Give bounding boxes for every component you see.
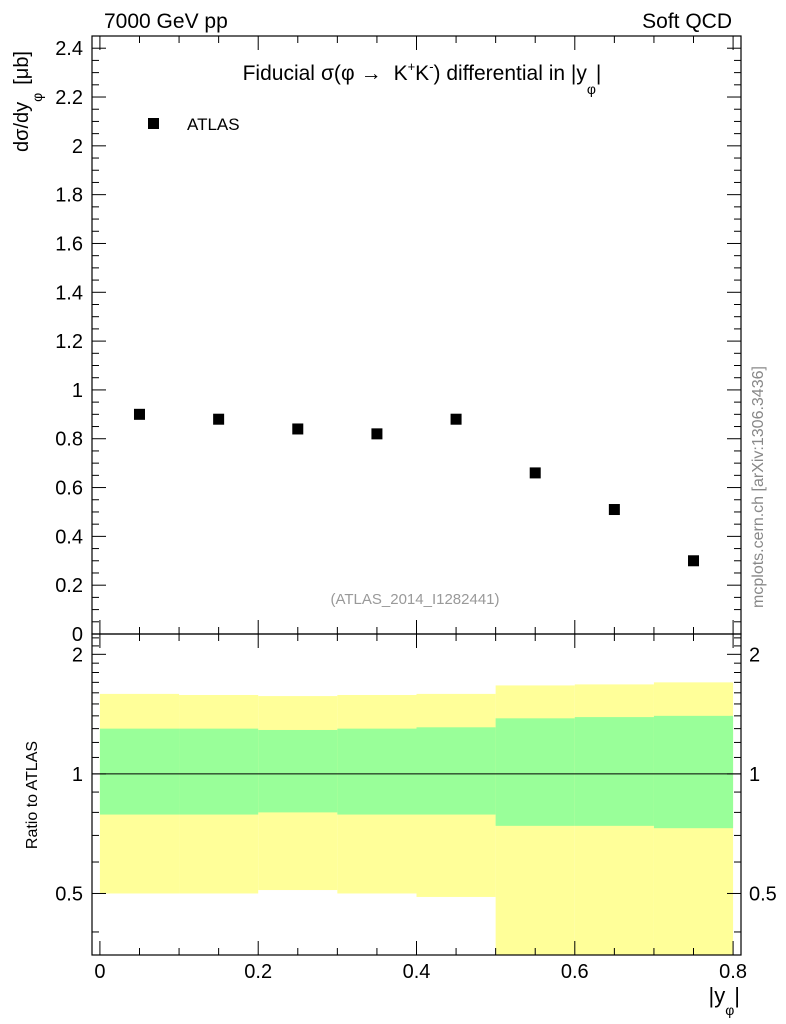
main-axis-ticks bbox=[92, 35, 741, 635]
ratio-y-tick-label: 0.5 bbox=[55, 883, 83, 905]
header-left: 7000 GeV pp bbox=[104, 10, 228, 33]
band-stat bbox=[574, 717, 654, 826]
side-label: mcplots.cern.ch [arXiv:1306.3436] bbox=[750, 366, 767, 608]
main-y-tick-label: 2 bbox=[72, 136, 83, 158]
data-point bbox=[688, 555, 700, 567]
data-point bbox=[371, 428, 383, 440]
data-point bbox=[133, 408, 145, 420]
ratio-y-tick-label: 2 bbox=[72, 644, 83, 666]
header-right: Soft QCD bbox=[642, 10, 732, 33]
ratio-y-tick-label-right: 0.5 bbox=[749, 883, 777, 905]
main-y-tick-label: 1.6 bbox=[55, 233, 83, 255]
ratio-y-label: Ratio to ATLAS bbox=[24, 741, 41, 849]
main-y-tick-label: 1.4 bbox=[55, 282, 83, 304]
ratio-x-tick-labels: 0 0.2 0.4 0.6 0.8 bbox=[94, 961, 747, 983]
band-stat bbox=[653, 715, 734, 829]
ratio-x-tick-label: 0.8 bbox=[719, 961, 747, 983]
band-stat bbox=[495, 718, 575, 826]
main-y-tick-label: 0.6 bbox=[55, 478, 83, 500]
band-stat bbox=[337, 728, 417, 815]
ratio-y-tick-labels: 0.5 0.5 1 1 2 2 bbox=[55, 644, 777, 905]
ratio-x-tick-label: 0 bbox=[94, 961, 105, 983]
ratio-y-tick-label: 1 bbox=[72, 764, 83, 786]
ratio-axis-ticks bbox=[92, 634, 741, 955]
legend-label: ATLAS bbox=[187, 115, 240, 134]
main-y-tick-label: 2.4 bbox=[55, 38, 83, 60]
ratio-y-tick-label-right: 1 bbox=[749, 764, 760, 786]
band-stat bbox=[99, 728, 180, 815]
main-y-tick-label: 0.8 bbox=[55, 429, 83, 451]
main-data-points bbox=[133, 408, 700, 567]
band-stat bbox=[179, 728, 259, 815]
main-y-tick-labels: 0 0.2 0.4 0.6 0.8 1 1.2 1.4 1.6 1.8 2 2.2 2.4 bbox=[55, 38, 83, 646]
ratio-x-tick-label: 0.6 bbox=[561, 961, 589, 983]
main-y-tick-label: 0.2 bbox=[55, 575, 83, 597]
ratio-bands bbox=[99, 682, 734, 955]
main-y-tick-label: 2.2 bbox=[55, 87, 83, 109]
ratio-x-tick-label: 0.4 bbox=[403, 961, 431, 983]
data-point bbox=[292, 423, 304, 435]
data-point bbox=[213, 413, 225, 425]
ratio-y-tick-label-right: 2 bbox=[749, 644, 760, 666]
main-y-label: dσ/dyφ[μb] bbox=[11, 51, 45, 152]
reference-label: (ATLAS_2014_I1282441) bbox=[330, 591, 499, 608]
main-y-tick-label: 0.4 bbox=[55, 526, 83, 548]
ratio-x-label: |yφ| bbox=[708, 983, 740, 1018]
main-y-tick-label: 1 bbox=[72, 380, 83, 402]
legend-marker bbox=[148, 118, 159, 129]
ratio-x-tick-label: 0.2 bbox=[244, 961, 272, 983]
band-stat bbox=[416, 727, 496, 815]
main-y-tick-label: 1.2 bbox=[55, 331, 83, 353]
main-title: Fiducial σ(φ → K+K-) differential in |yφ| bbox=[243, 59, 602, 97]
data-point bbox=[529, 467, 541, 479]
data-point bbox=[608, 504, 620, 516]
data-point bbox=[450, 413, 462, 425]
main-y-tick-label: 0 bbox=[72, 624, 83, 646]
main-y-tick-label: 1.8 bbox=[55, 185, 83, 207]
band-stat bbox=[258, 729, 338, 813]
